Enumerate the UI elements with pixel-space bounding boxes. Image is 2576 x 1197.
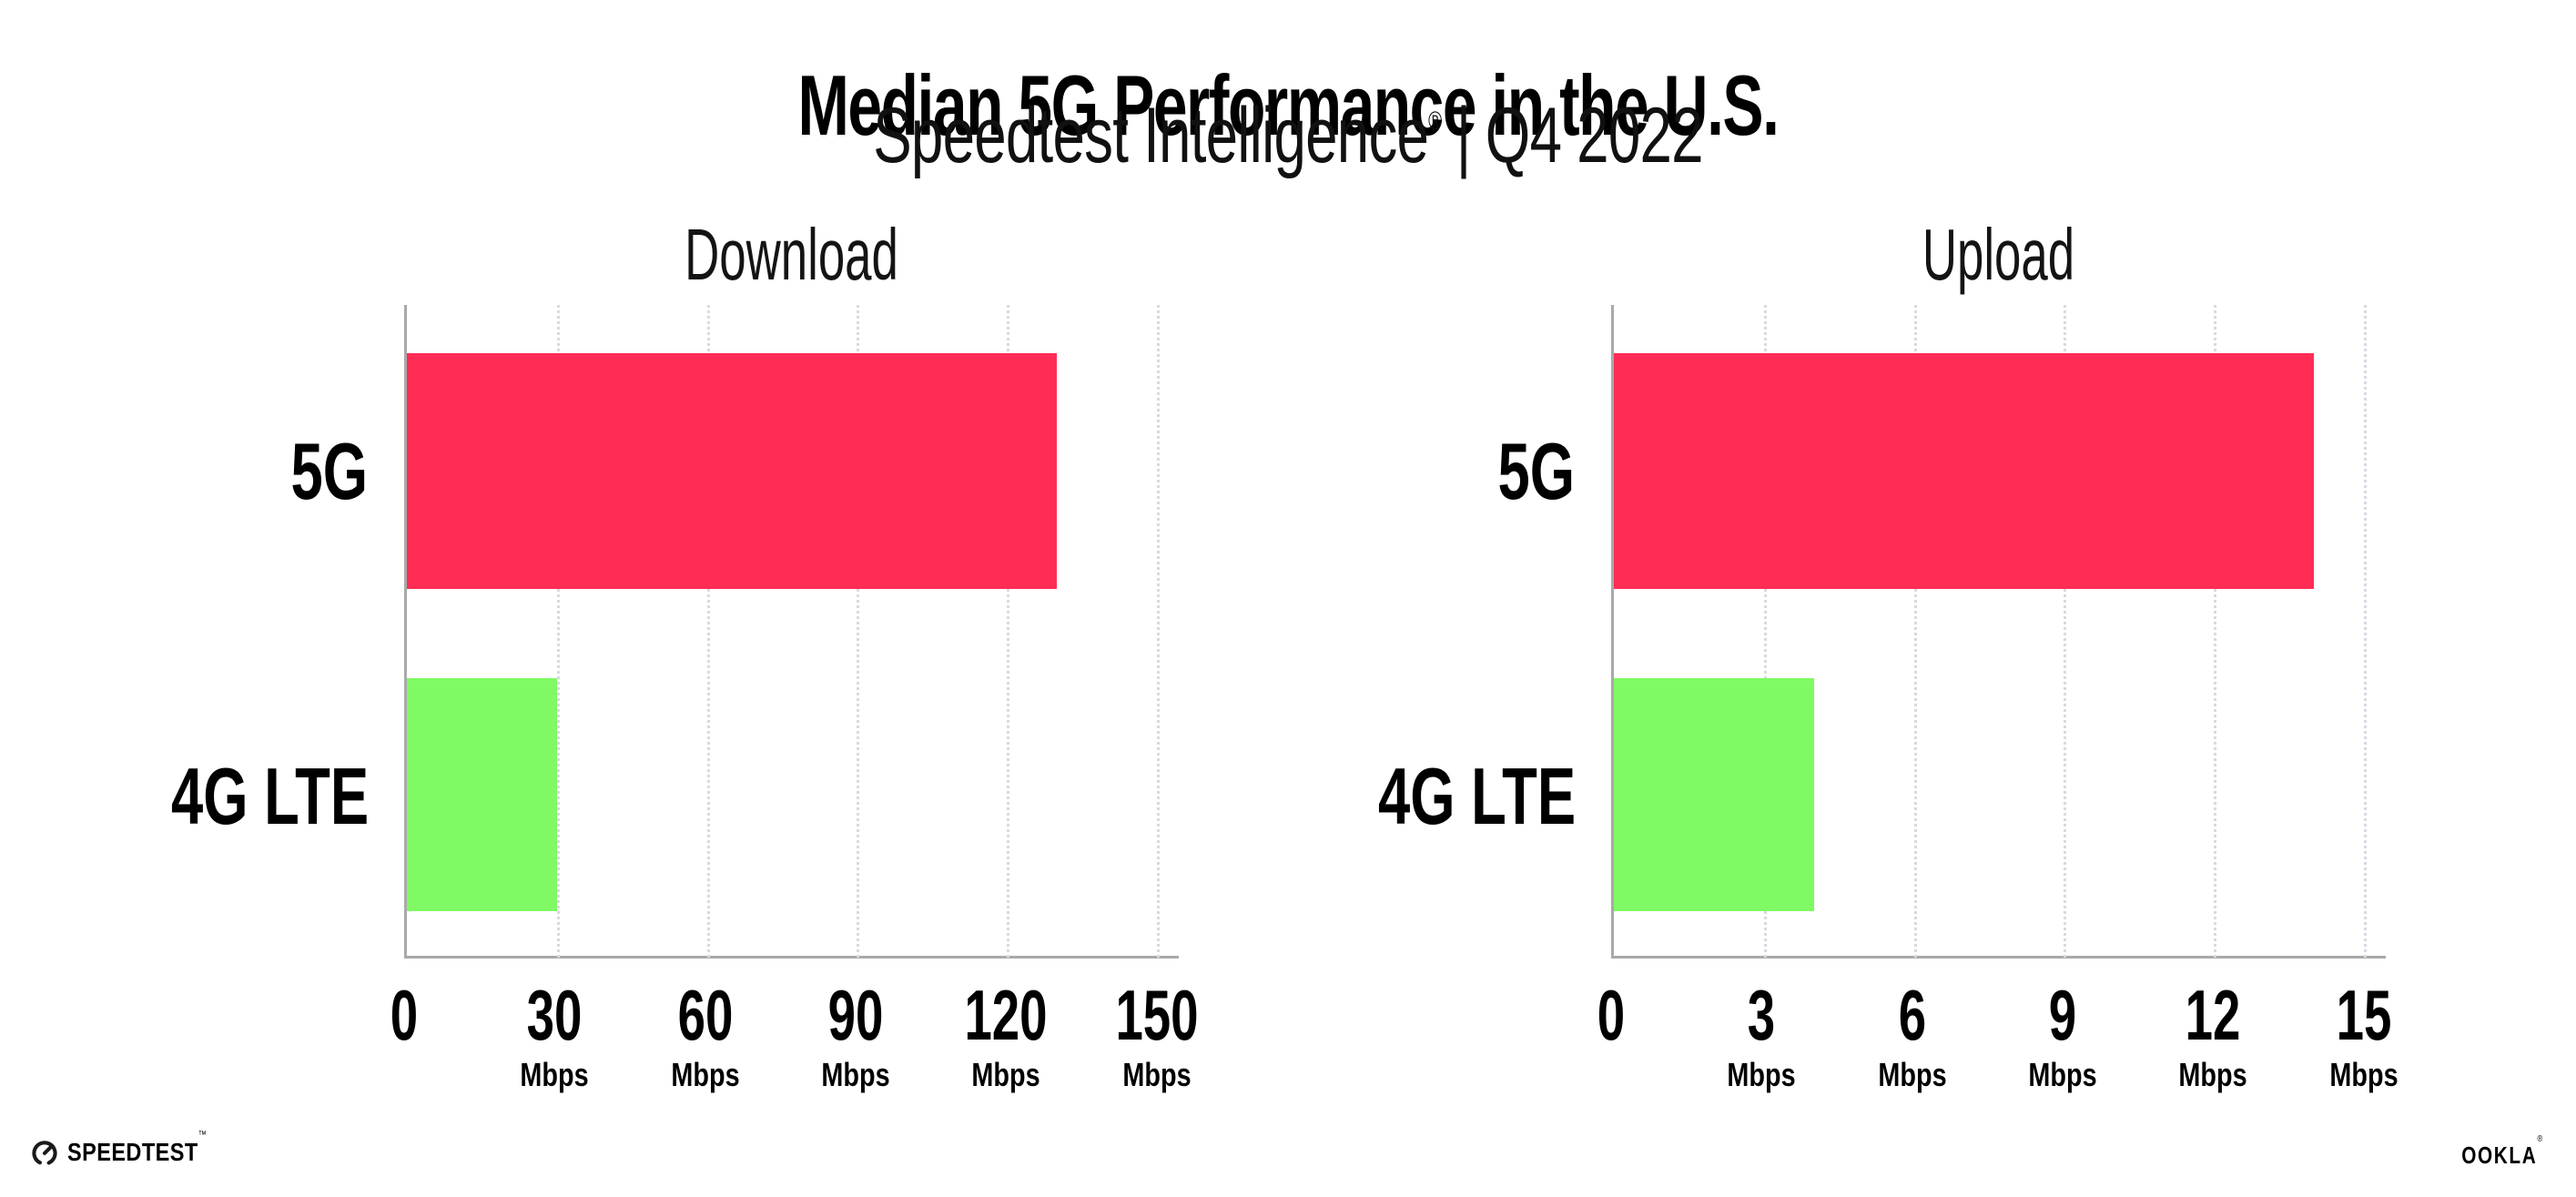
- page-title: Median 5G Performance in the U.S.: [797, 56, 1779, 153]
- x-tick-value: 60: [677, 975, 734, 1055]
- x-tick-label: 30 Mbps: [436, 979, 673, 1091]
- gridline: [2214, 305, 2217, 958]
- gridline: [1007, 305, 1010, 958]
- x-tick-unit: Mbps: [1122, 1056, 1192, 1093]
- upload-x-axis-ticks: 0 3 Mbps 6 Mbps 9 Mbps 12 Mbps 15 Mbps: [1597, 979, 2399, 1116]
- x-tick-label: 60 Mbps: [587, 979, 824, 1091]
- x-tick-label: 3 Mbps: [1643, 979, 1880, 1091]
- registered-mark: ®: [1428, 107, 1442, 136]
- gridline: [857, 305, 860, 958]
- speedtest-wordmark: SPEEDTEST™: [67, 1130, 208, 1166]
- speedtest-gauge-icon: [30, 1138, 59, 1167]
- gridline: [2064, 305, 2067, 958]
- x-tick-label: 6 Mbps: [1794, 979, 2031, 1091]
- category-label-5g: 5G: [290, 425, 368, 516]
- bar-5g: [1614, 352, 2314, 589]
- x-tick-unit: Mbps: [2329, 1056, 2399, 1093]
- gridline: [706, 305, 710, 958]
- x-tick-value: 0: [1597, 975, 1626, 1055]
- subtitle-period: Q4 2022: [1485, 92, 1704, 179]
- trademark-symbol: ™: [198, 1130, 208, 1141]
- bar-4g-lte: [1614, 678, 1814, 911]
- category-label-4g-lte: 4G LTE: [1378, 751, 1577, 842]
- page-subtitle: Speedtest Intelligence® | Q4 2022: [335, 96, 2241, 175]
- x-tick-unit: Mbps: [1727, 1056, 1796, 1093]
- upload-chart-title: Upload: [1922, 214, 2075, 295]
- x-tick-value: 9: [2048, 975, 2077, 1055]
- x-tick-label: 9 Mbps: [1944, 979, 2181, 1091]
- x-tick-label: 0: [1493, 979, 1729, 1059]
- x-tick-unit: Mbps: [671, 1056, 740, 1093]
- download-x-axis-ticks: 0 30 Mbps 60 Mbps 90 Mbps 120 Mbps 150 Mbps: [390, 979, 1198, 1116]
- download-y-axis-labels: 5G 4G LTE: [95, 305, 370, 959]
- x-tick-value: 12: [2186, 975, 2241, 1055]
- x-tick-label: 120 Mbps: [887, 979, 1124, 1091]
- download-chart-title: Download: [685, 214, 898, 295]
- ookla-registered-mark: ®: [2537, 1134, 2542, 1144]
- gridline: [1763, 305, 1767, 958]
- x-tick-value: 120: [964, 975, 1048, 1055]
- x-tick-value: 6: [1898, 975, 1926, 1055]
- x-tick-label: 0: [286, 979, 522, 1059]
- x-tick-unit: Mbps: [821, 1056, 890, 1093]
- x-tick-unit: Mbps: [2028, 1056, 2097, 1093]
- x-tick-unit: Mbps: [520, 1056, 589, 1093]
- x-tick-unit: Mbps: [1878, 1056, 1947, 1093]
- gridline: [1913, 305, 1917, 958]
- x-tick-value: 90: [827, 975, 884, 1055]
- ookla-wordmark: OOKLA®: [2460, 1134, 2542, 1169]
- x-tick-label: 12 Mbps: [2094, 979, 2331, 1091]
- download-plot-area: [404, 305, 1179, 959]
- upload-y-axis-labels: 5G 4G LTE: [1302, 305, 1577, 959]
- x-tick-value: 15: [2336, 975, 2392, 1055]
- gridline: [1156, 305, 1160, 958]
- subtitle-separator: |: [1455, 92, 1472, 179]
- x-tick-unit: Mbps: [971, 1056, 1040, 1093]
- x-tick-value: 30: [526, 975, 583, 1055]
- category-label-5g: 5G: [1497, 425, 1575, 516]
- upload-plot-area: [1611, 305, 2386, 959]
- bar-5g: [407, 352, 1057, 589]
- gridline: [556, 305, 560, 958]
- x-tick-value: 3: [1748, 975, 1776, 1055]
- gridline: [2363, 305, 2367, 958]
- x-tick-value: 0: [390, 975, 419, 1055]
- subtitle-brand: Speedtest Intelligence: [873, 92, 1429, 179]
- x-tick-label: 90 Mbps: [737, 979, 974, 1091]
- speedtest-logo: SPEEDTEST™: [30, 1130, 233, 1167]
- x-tick-label: 150 Mbps: [1039, 979, 1275, 1091]
- x-tick-label: 15 Mbps: [2246, 979, 2482, 1091]
- x-tick-value: 150: [1115, 975, 1199, 1055]
- bar-4g-lte: [407, 678, 557, 911]
- x-tick-unit: Mbps: [2178, 1056, 2247, 1093]
- category-label-4g-lte: 4G LTE: [170, 751, 370, 842]
